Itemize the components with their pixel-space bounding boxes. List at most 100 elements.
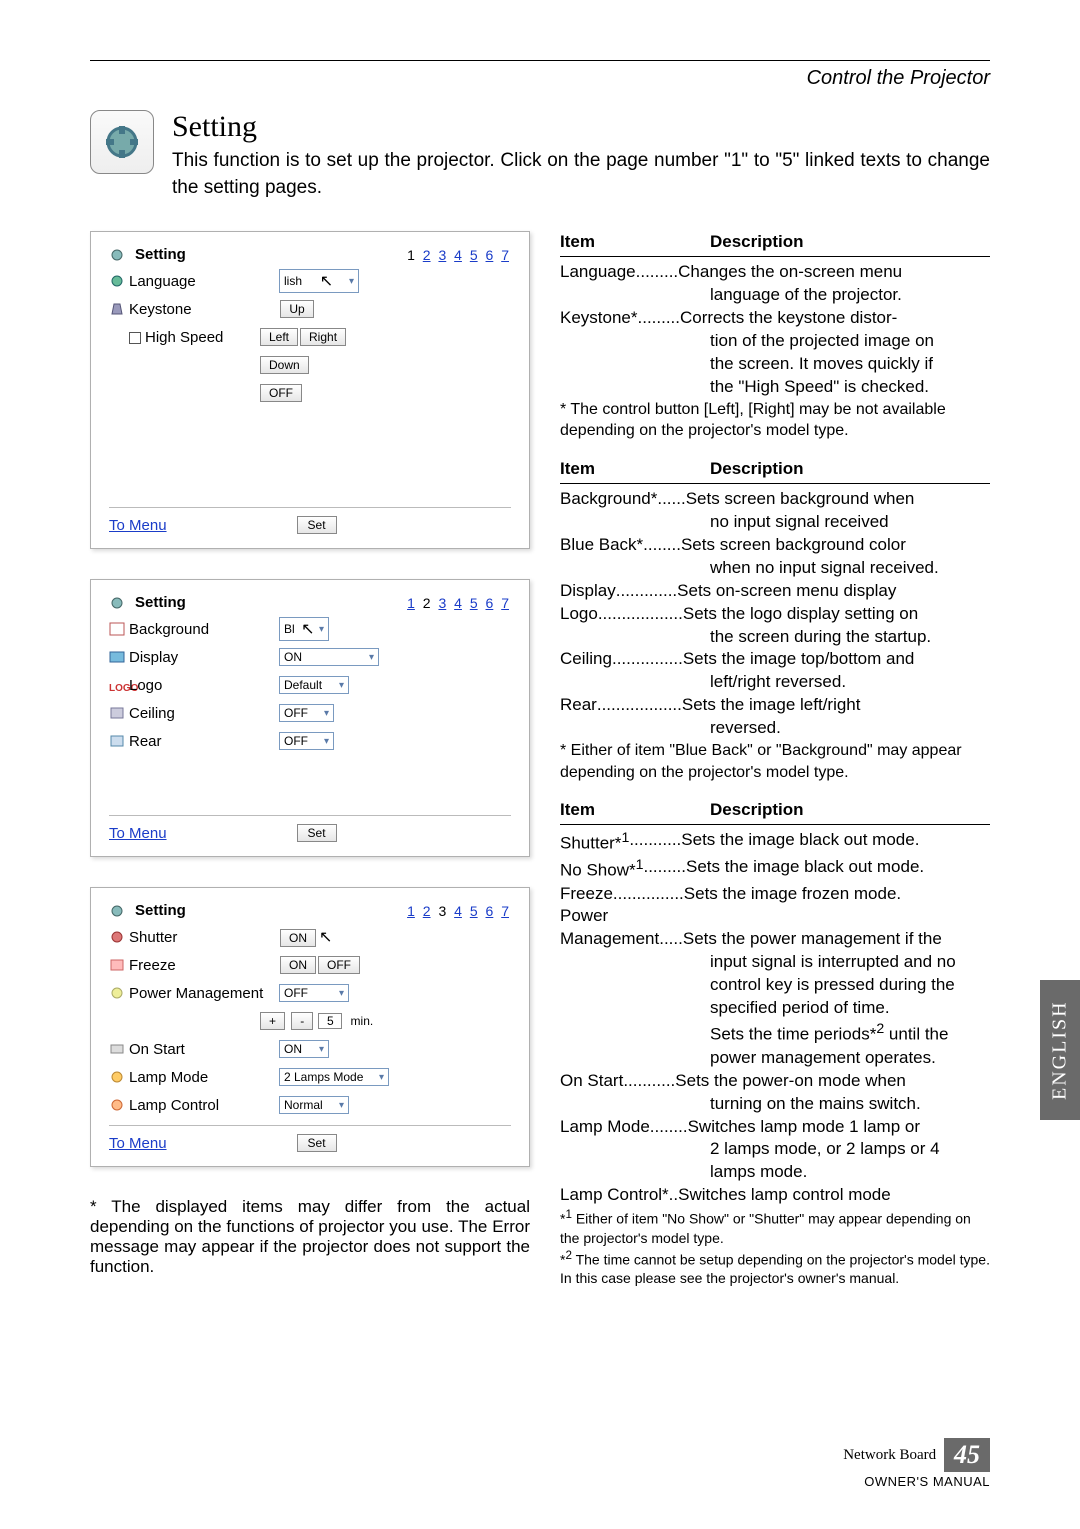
page-link-3[interactable]: 3	[438, 903, 446, 919]
lampctrl-select[interactable]: Normal▾	[279, 1096, 349, 1114]
desc-block-2: ItemDescription Background*......Sets sc…	[560, 458, 990, 783]
panel1-title: Setting	[135, 246, 186, 263]
page-link-3[interactable]: 3	[438, 247, 446, 263]
background-label: Background	[129, 621, 279, 638]
rear-select[interactable]: OFF▾	[279, 732, 334, 750]
page-link-5[interactable]: 5	[470, 903, 478, 919]
desc-block-1: ItemDescription Language.........Changes…	[560, 231, 990, 442]
globe-icon	[109, 274, 125, 288]
freeze-off-button[interactable]: OFF	[318, 956, 360, 974]
page-footer: Network Board 45 OWNER'S MANUAL	[843, 1438, 990, 1489]
power-mgmt-icon	[109, 986, 125, 1000]
page-number: 45	[944, 1438, 990, 1472]
cursor-icon: ↖	[319, 927, 332, 947]
page-link-4[interactable]: 4	[454, 903, 462, 919]
pm-minus-button[interactable]: -	[291, 1012, 313, 1030]
lampctrl-label: Lamp Control	[129, 1097, 279, 1114]
page-link-7[interactable]: 7	[501, 247, 509, 263]
page-link-2[interactable]: 2	[423, 247, 431, 263]
logo-icon: LOGO	[109, 678, 125, 692]
rear-label: Rear	[129, 733, 279, 750]
intro-body: This function is to set up the projector…	[172, 148, 990, 201]
page-link-6[interactable]: 6	[486, 247, 494, 263]
panel1-to-menu-link[interactable]: To Menu	[109, 517, 167, 534]
display-select[interactable]: ON▾	[279, 648, 379, 666]
block3-note2: *2 The time cannot be setup depending on…	[560, 1248, 990, 1288]
freeze-on-button[interactable]: ON	[280, 956, 316, 974]
background-select[interactable]: Bl↖▾	[279, 617, 329, 641]
keystone-right-button[interactable]: Right	[300, 328, 346, 346]
shutter-on-button[interactable]: ON	[280, 929, 316, 947]
freeze-icon	[109, 958, 125, 972]
rear-icon	[109, 734, 125, 748]
panel3-set-button[interactable]: Set	[297, 1134, 337, 1152]
pm-plus-button[interactable]: +	[260, 1012, 285, 1030]
page-link-6[interactable]: 6	[486, 595, 494, 611]
th-desc: Description	[710, 231, 804, 254]
intro-title: Setting	[172, 110, 990, 144]
gear-icon	[109, 904, 125, 918]
th-item: Item	[560, 231, 710, 254]
setting-panel-2: Setting 1 2 3 4 5 6 7 Background Bl↖▾ Di…	[90, 579, 530, 857]
pm-select[interactable]: OFF▾	[279, 984, 349, 1002]
language-tab: ENGLISH	[1040, 980, 1080, 1120]
page-link-3[interactable]: 3	[438, 595, 446, 611]
freeze-label: Freeze	[129, 957, 279, 974]
display-label: Display	[129, 649, 279, 666]
highspeed-label: High Speed	[145, 329, 223, 346]
desc-block-3: ItemDescription Shutter*1...........Sets…	[560, 799, 990, 1288]
keystone-icon	[109, 302, 125, 316]
background-icon	[109, 622, 125, 636]
panel1-set-button[interactable]: Set	[297, 516, 337, 534]
page-link-2[interactable]: 2	[423, 903, 431, 919]
page-link-7[interactable]: 7	[501, 595, 509, 611]
page-link-5[interactable]: 5	[470, 247, 478, 263]
page-link-1[interactable]: 1	[407, 247, 415, 263]
onstart-label: On Start	[129, 1041, 279, 1058]
keystone-label: Keystone	[129, 301, 279, 318]
ceiling-select[interactable]: OFF▾	[279, 704, 334, 722]
section-title: Control the Projector	[90, 67, 990, 90]
panel2-pager: 1 2 3 4 5 6 7	[405, 595, 511, 611]
panel1-pager: 1 2 3 4 5 6 7	[405, 247, 511, 263]
cursor-icon: ↖	[320, 271, 333, 291]
page-link-7[interactable]: 7	[501, 903, 509, 919]
ceiling-label: Ceiling	[129, 705, 279, 722]
page-link-5[interactable]: 5	[470, 595, 478, 611]
logo-label: Logo	[129, 677, 279, 694]
highspeed-checkbox[interactable]	[129, 332, 141, 344]
block1-note: * The control button [Left], [Right] may…	[560, 399, 990, 442]
keystone-up-button[interactable]: Up	[280, 300, 314, 318]
setting-panel-1: Setting 1 2 3 4 5 6 7 Language lish↖▾	[90, 231, 530, 549]
lampmode-select[interactable]: 2 Lamps Mode▾	[279, 1068, 389, 1086]
shutter-label: Shutter	[129, 929, 279, 946]
footer-nb: Network Board	[843, 1447, 936, 1463]
language-label: Language	[129, 273, 279, 290]
footer-om: OWNER'S MANUAL	[843, 1474, 990, 1489]
language-select[interactable]: lish↖▾	[279, 269, 359, 293]
page-link-1[interactable]: 1	[407, 595, 415, 611]
panel3-title: Setting	[135, 902, 186, 919]
page-link-6[interactable]: 6	[486, 903, 494, 919]
panel2-title: Setting	[135, 594, 186, 611]
block3-note1: *1 Either of item "No Show" or "Shutter"…	[560, 1207, 990, 1247]
page-link-2[interactable]: 2	[423, 595, 431, 611]
panel3-to-menu-link[interactable]: To Menu	[109, 1135, 167, 1152]
keystone-off-button[interactable]: OFF	[260, 384, 302, 402]
setting-section-icon	[90, 110, 154, 174]
keystone-left-button[interactable]: Left	[260, 328, 298, 346]
lampmode-label: Lamp Mode	[129, 1069, 279, 1086]
lamp-icon	[109, 1070, 125, 1084]
onstart-select[interactable]: ON▾	[279, 1040, 329, 1058]
panel2-set-button[interactable]: Set	[297, 824, 337, 842]
gear-icon	[109, 596, 125, 610]
gear-icon	[109, 248, 125, 262]
keystone-down-button[interactable]: Down	[260, 356, 309, 374]
ceiling-icon	[109, 706, 125, 720]
page-link-4[interactable]: 4	[454, 247, 462, 263]
panel2-to-menu-link[interactable]: To Menu	[109, 825, 167, 842]
logo-select[interactable]: Default▾	[279, 676, 349, 694]
intro-row: Setting This function is to set up the p…	[90, 110, 990, 201]
page-link-1[interactable]: 1	[407, 903, 415, 919]
page-link-4[interactable]: 4	[454, 595, 462, 611]
